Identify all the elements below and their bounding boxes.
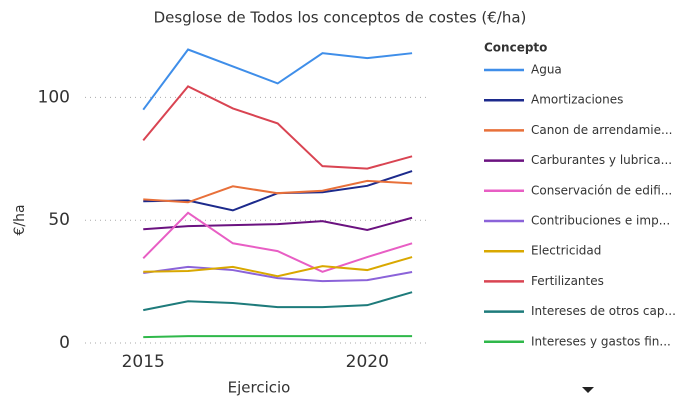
series-line <box>143 291 413 312</box>
legend-label: Electricidad <box>531 244 601 258</box>
legend-label: Canon de arrendamie... <box>531 123 672 137</box>
y-axis-label: €/ha <box>12 204 28 235</box>
series-line <box>142 48 413 111</box>
series-line <box>143 170 413 212</box>
y-tick-label: 50 <box>48 210 70 230</box>
legend-label: Contribuciones e imp... <box>531 214 670 228</box>
x-tick-label: 2020 <box>346 352 389 372</box>
x-axis-label: Ejercicio <box>228 379 291 397</box>
legend-label: Agua <box>531 63 562 77</box>
legend-label: Intereses y gastos fin... <box>531 334 671 348</box>
series-line <box>142 85 413 170</box>
series-line <box>143 265 413 283</box>
legend-title: Concepto <box>484 41 547 55</box>
y-tick-label: 100 <box>38 87 70 107</box>
y-tick-label: 0 <box>59 333 70 353</box>
dropdown-icon[interactable] <box>582 387 594 393</box>
series-line <box>143 335 413 339</box>
series-line <box>143 216 413 232</box>
legend-label: Intereses de otros cap... <box>531 304 676 318</box>
x-tick-label: 2015 <box>122 352 165 372</box>
series-line <box>143 256 413 278</box>
legend-label: Amortizaciones <box>531 93 623 107</box>
legend-label: Conservación de edifi... <box>531 183 672 197</box>
chart-title: Desglose de Todos los conceptos de coste… <box>154 9 527 27</box>
legend-label: Carburantes y lubrica... <box>531 153 672 167</box>
legend-label: Fertilizantes <box>531 274 604 288</box>
series-line <box>143 179 413 204</box>
series-line <box>142 211 413 273</box>
